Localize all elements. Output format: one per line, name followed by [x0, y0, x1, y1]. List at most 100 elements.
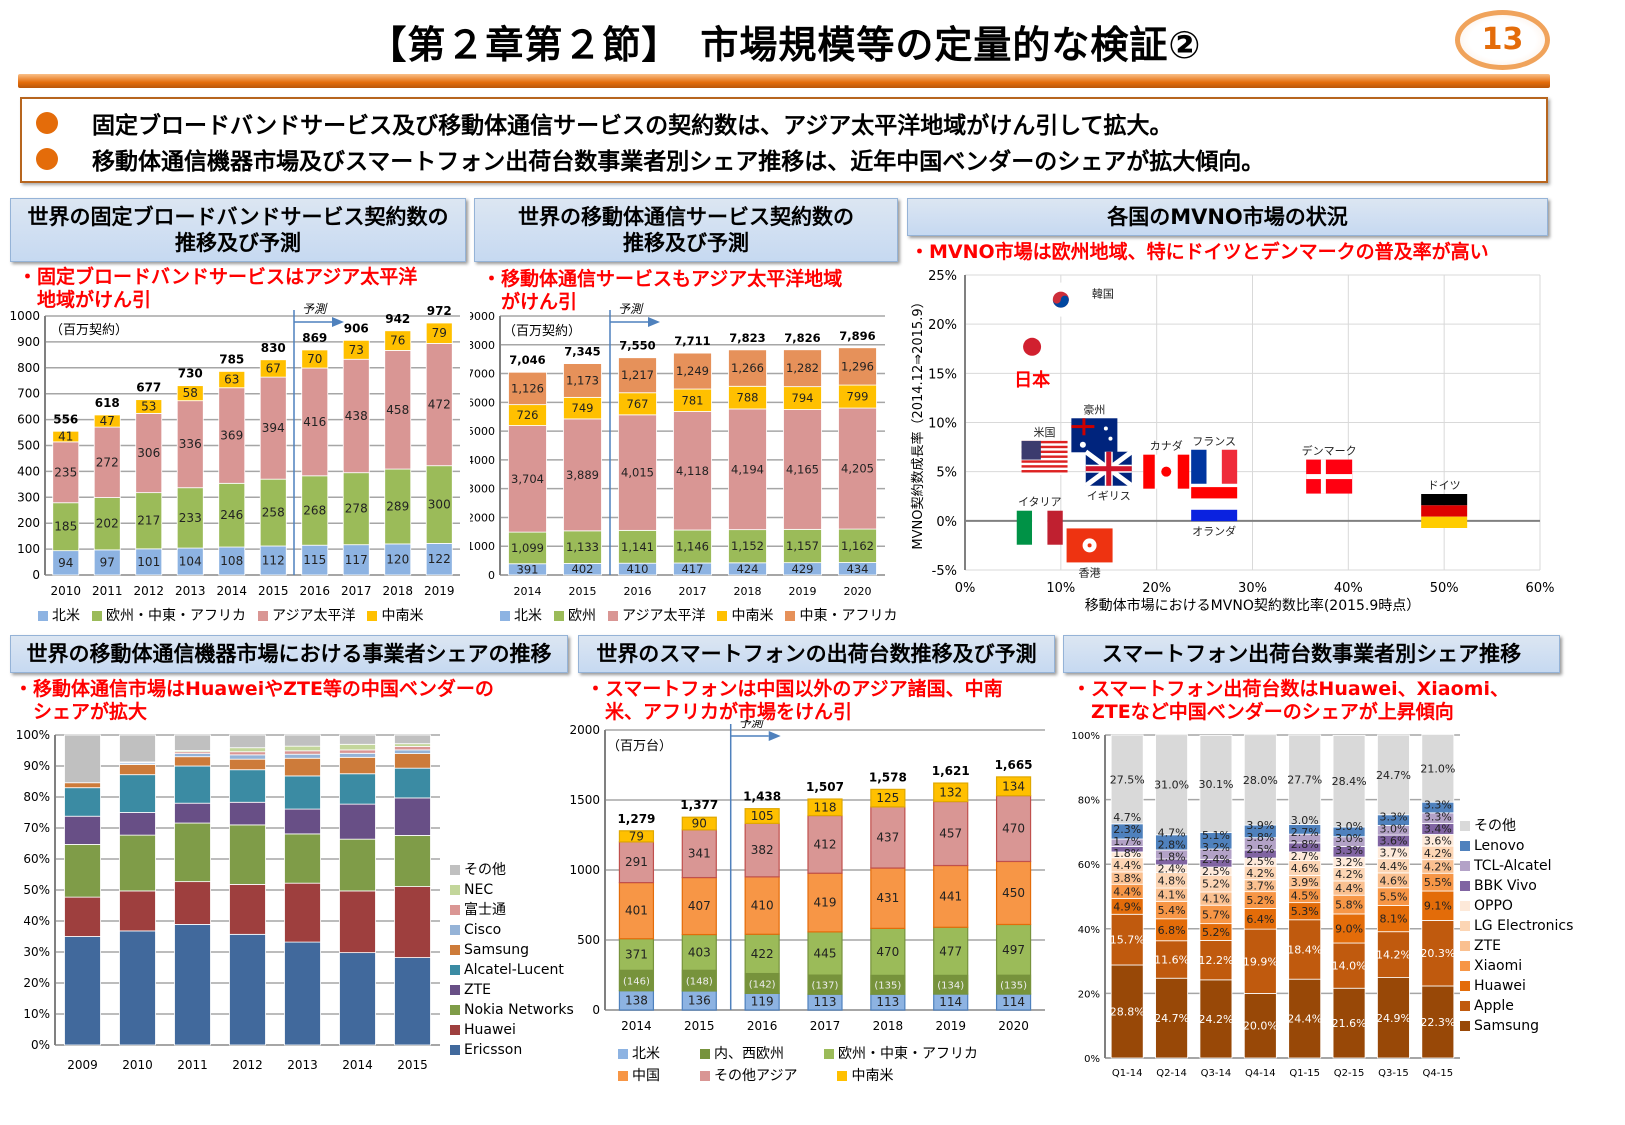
x-tick-label: Q1-15 [1289, 1068, 1320, 1079]
legend-item: 中南米 [837, 1066, 893, 1086]
x-tick-label: 2016 [747, 1019, 778, 1033]
x-tick-label: 2009 [67, 1058, 98, 1072]
bar-segment [1199, 979, 1233, 1059]
bar-segment [135, 492, 163, 550]
value-label: 497 [1002, 943, 1025, 957]
value-label: 477 [939, 944, 962, 958]
legend-label: TCL-Alcatel [1474, 858, 1552, 874]
legend-item: Alcatel-Lucent [450, 960, 564, 980]
x-tick-label: 0% [955, 581, 976, 596]
bar-segment [728, 529, 767, 564]
flag-part [1191, 509, 1238, 522]
flag-part [1191, 449, 1207, 484]
bar-segment [783, 409, 822, 530]
value-label: 2.8% [1291, 838, 1319, 851]
bar-segment [783, 349, 822, 388]
legend-swatch [500, 611, 510, 621]
legend-label: アジア太平洋 [622, 608, 706, 624]
bar-segment [425, 343, 453, 467]
value-label: 2.3% [1113, 823, 1141, 836]
summary-bullet: 固定ブロードバンドサービス及び移動体通信サービスの契約数は、アジア太平洋地域がけ… [36, 105, 1546, 141]
legend-label: ZTE [1474, 938, 1501, 954]
bar-segment [259, 545, 287, 576]
value-label: 138 [625, 993, 648, 1007]
value-label: 3.0% [1291, 814, 1319, 827]
flag-hongkong-icon [1066, 528, 1113, 563]
total-label: 830 [261, 341, 286, 355]
bar-segment [135, 399, 163, 414]
bar-segment [394, 797, 431, 836]
bar-segment [52, 550, 80, 576]
flag-part [1016, 510, 1033, 545]
bar-segment [384, 330, 412, 351]
legend-swatch [450, 1005, 460, 1015]
bar-segment [64, 936, 101, 1046]
legend-label: BBK Vivo [1474, 878, 1537, 894]
value-label: 90 [692, 817, 707, 831]
inner-bar-segment [681, 969, 717, 992]
value-label: 4.2% [1424, 847, 1452, 860]
legend-swatch [618, 1049, 628, 1059]
y-tick-label: 0 [32, 568, 40, 582]
value-label: 416 [303, 415, 326, 429]
value-label: 382 [751, 843, 774, 857]
bar-segment [384, 543, 412, 576]
value-label: 28.4% [1332, 775, 1367, 788]
y-tick-label: 900 [17, 335, 40, 349]
legend-swatch [1460, 981, 1470, 991]
y-tick-label: 0% [31, 1038, 50, 1052]
value-label: 394 [262, 421, 285, 435]
value-label: 24.9% [1376, 1012, 1411, 1025]
bar-segment [64, 782, 101, 789]
bar-segment [176, 487, 204, 549]
value-label: 1.8% [1113, 847, 1141, 860]
value-label: 781 [682, 393, 704, 407]
bar-segment [618, 841, 655, 884]
bar-segment [339, 752, 376, 758]
legend-item: 中東・アフリカ [785, 606, 897, 626]
total-label: 1,621 [932, 764, 970, 778]
value-label: 94 [58, 556, 73, 570]
legend-swatch [1460, 861, 1470, 871]
bar-segment [119, 734, 156, 763]
value-label: 4,015 [621, 466, 654, 480]
equipment-note: ・移動体通信市場はHuaweiやZTE等の中国ベンダーの シェアが拡大 [14, 678, 494, 723]
bar-segment [673, 411, 712, 531]
flag-japan-icon [1009, 329, 1056, 364]
value-label: 1,173 [566, 373, 599, 387]
value-label: 3.2% [1202, 841, 1230, 854]
y-tick-label: 5000 [470, 425, 495, 438]
legend-item: その他 [450, 860, 506, 880]
bar-segment [394, 957, 431, 1046]
bar-segment [618, 882, 655, 940]
legend-swatch [450, 1025, 460, 1035]
x-tick-label: 2020 [998, 1019, 1029, 1033]
value-label: 458 [386, 403, 409, 417]
x-tick-label: Q2-14 [1156, 1068, 1187, 1079]
bar-segment [995, 860, 1032, 926]
x-tick-label: 2019 [935, 1019, 966, 1033]
value-label: 120 [386, 552, 409, 566]
bar-segment [508, 531, 547, 565]
bar-segment [995, 776, 1032, 797]
legend-item: Cisco [450, 920, 501, 940]
bar-segment [870, 867, 906, 929]
total-label: 1,578 [869, 770, 907, 784]
value-label: 122 [428, 552, 451, 566]
legend-item: ZTE [1460, 936, 1501, 956]
y-tick-label: 100 [17, 542, 40, 556]
summary-bullet: 移動体通信機器市場及びスマートフォン出荷台数事業者別シェア推移は、近年中国ベンダ… [36, 141, 1546, 177]
value-label: 5.4% [1158, 904, 1186, 917]
bar-segment [1199, 940, 1233, 981]
legend-item: 中南米 [367, 606, 423, 626]
forecast-arrow-icon [768, 731, 781, 741]
value-label: 70 [307, 352, 322, 366]
legend-item: LG Electronics [1460, 916, 1573, 936]
country-label: ドイツ [1428, 479, 1461, 492]
total-label: 906 [344, 321, 369, 335]
value-label: 6.8% [1158, 924, 1186, 937]
value-label: 407 [688, 899, 711, 913]
legend-swatch [554, 611, 564, 621]
bar-segment [1199, 734, 1233, 833]
vendor-share-note: ・スマートフォン出荷台数はHuawei、Xiaomi、 ZTEなど中国ベンダーの… [1072, 678, 1509, 723]
